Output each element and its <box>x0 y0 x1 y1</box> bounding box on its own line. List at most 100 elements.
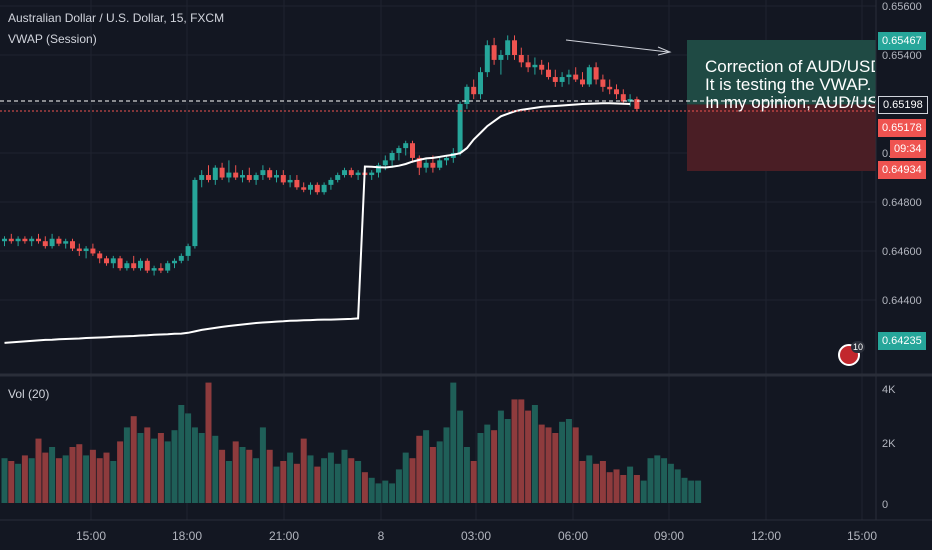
candle-body <box>505 40 511 55</box>
price-axis[interactable]: 0.656000.654000.652000.650000.648000.646… <box>882 1 922 307</box>
volume-bar <box>42 452 49 503</box>
candle-body <box>29 238 35 242</box>
candle-body <box>233 172 239 178</box>
price-tag-last: 0.65178 <box>878 119 926 137</box>
volume-bar <box>164 441 171 503</box>
candle-body <box>593 67 599 80</box>
candle-body <box>49 238 55 247</box>
candle-body <box>314 184 320 193</box>
volume-bar <box>21 455 28 503</box>
volume-bar <box>477 433 484 503</box>
stop-zone[interactable] <box>687 104 876 171</box>
volume-bar <box>137 433 144 503</box>
volume-bar <box>409 458 416 503</box>
time-tick-label: 03:00 <box>461 529 491 543</box>
volume-bar <box>681 477 688 503</box>
volume-bar <box>130 416 137 503</box>
candle-body <box>56 238 62 244</box>
volume-bar <box>15 463 22 503</box>
volume-tick-label: 2K <box>882 438 896 450</box>
candle-body <box>478 72 483 95</box>
candle-body <box>274 175 279 178</box>
price-tick-label: 0.64800 <box>882 197 922 209</box>
candle-body <box>8 238 14 242</box>
candle-body <box>389 153 395 161</box>
candle-body <box>321 184 327 193</box>
candle-body <box>566 74 572 78</box>
volume-bar <box>280 461 287 503</box>
volume-bar <box>375 483 382 503</box>
volume-bar <box>334 463 341 503</box>
time-tick-label: 15:00 <box>847 529 877 543</box>
volume-bar <box>416 435 423 503</box>
candle-body <box>491 45 497 60</box>
volume-axis[interactable]: 4K 2K 0 <box>882 384 896 511</box>
candle-body <box>348 170 354 176</box>
volume-bar <box>103 452 110 503</box>
candle-body <box>518 55 524 63</box>
candle-body <box>498 55 504 60</box>
position-tool[interactable] <box>687 40 876 171</box>
volume-bar <box>246 449 253 503</box>
time-tick-label: 8 <box>378 529 385 543</box>
candle-body <box>90 248 96 254</box>
candle-body <box>144 260 150 271</box>
volume-bar <box>293 463 300 503</box>
volume-bar <box>382 480 389 503</box>
volume-bar <box>219 449 226 503</box>
candle-body <box>444 157 449 161</box>
candle-body <box>580 79 585 85</box>
volume-bar <box>491 430 498 503</box>
symbol-title[interactable]: Australian Dollar / U.S. Dollar, 15, FXC… <box>8 11 225 25</box>
candle-body <box>471 86 477 95</box>
volume-bar <box>212 435 219 503</box>
candle-body <box>131 263 137 269</box>
volume-bar <box>538 424 545 503</box>
volume-bar <box>191 427 198 503</box>
volume-tick-label: 0 <box>882 499 888 511</box>
candle-body <box>185 246 191 256</box>
volume-bar <box>205 382 212 503</box>
indicator-legend[interactable]: VWAP (Session) <box>8 32 97 46</box>
trend-arrow[interactable] <box>565 39 672 56</box>
volume-bar <box>76 444 83 503</box>
time-tick-label: 12:00 <box>751 529 781 543</box>
volume-bar <box>123 427 130 503</box>
volume-bar <box>389 483 396 503</box>
candle-body <box>36 238 41 242</box>
price-tick-label: 0.65600 <box>882 1 922 13</box>
volume-bar <box>300 438 307 503</box>
volume-legend[interactable]: Vol (20) <box>8 387 50 401</box>
candle-body <box>240 175 245 178</box>
volume-bar <box>450 382 457 503</box>
candle-body <box>165 263 171 271</box>
volume-bar <box>307 455 314 503</box>
volume-bar <box>429 447 436 503</box>
volume-bar <box>83 455 90 503</box>
candle-body <box>376 165 381 173</box>
candle-body <box>287 179 293 183</box>
volume-bar <box>695 480 702 503</box>
volume-bar <box>321 458 328 503</box>
candle-body <box>430 162 436 168</box>
candle-body <box>525 62 531 68</box>
candle-body <box>70 241 75 249</box>
target-zone[interactable] <box>687 40 876 105</box>
volume-bar <box>96 458 103 503</box>
time-tick-label: 06:00 <box>558 529 588 543</box>
volume-bar <box>579 461 586 503</box>
volume-bar <box>640 480 647 503</box>
volume-bar <box>69 447 76 503</box>
candle-body <box>172 260 177 264</box>
candle-body <box>335 175 341 180</box>
volume-bar <box>661 458 668 503</box>
volume-bar <box>470 461 477 503</box>
trade-note[interactable]: Correction of AUD/USD It is testing the … <box>705 58 875 112</box>
volume-bar <box>484 424 491 503</box>
volume-bar <box>368 477 375 503</box>
candles <box>2 35 640 276</box>
candle-body <box>559 77 565 82</box>
volume-bar <box>239 447 246 503</box>
time-axis[interactable]: 15:00 18:00 21:00 8 03:00 06:00 09:00 12:00 15:0… <box>76 529 877 543</box>
